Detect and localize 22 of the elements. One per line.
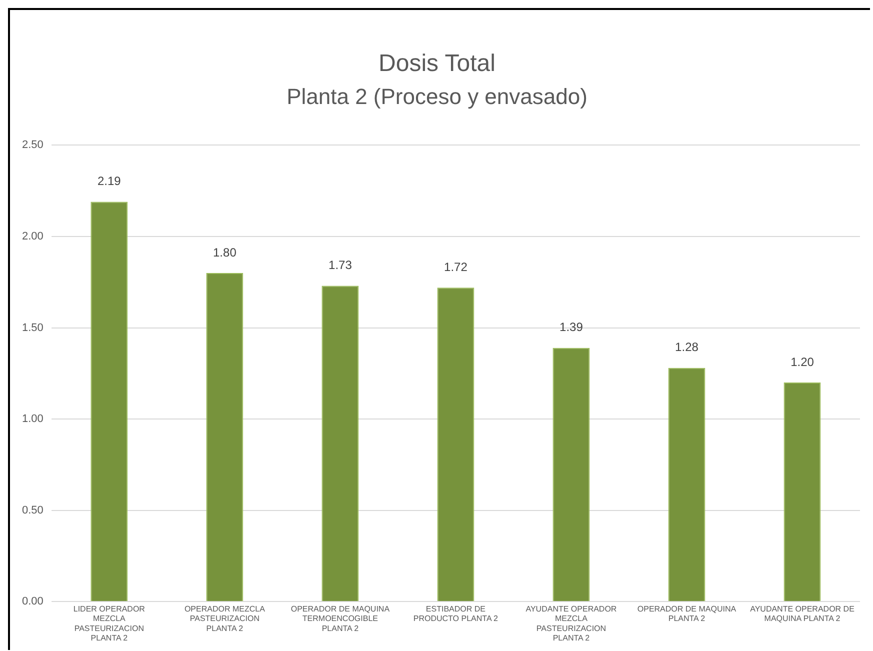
y-tick-label: 2.50	[22, 139, 44, 152]
chart-title: Dosis Total	[378, 50, 496, 78]
x-tick-label: LIDER OPERADOR MEZCLA PASTEURIZACION PLANTA 2	[73, 604, 146, 642]
x-tick-label: OPERADOR DE MAQUINA TERMOENCOGIBLE PLANTA 2	[290, 604, 390, 633]
y-tick-label: 0.00	[22, 596, 44, 608]
x-tick-label: AYUDANTE OPERADOR MEZCLA PASTEURIZACION PLANTA 2	[526, 604, 617, 642]
chart-subtitle: Planta 2 (Proceso y envasado)	[286, 84, 588, 110]
y-tick-label: 0.50	[22, 504, 44, 516]
x-tick-label: OPERADOR DE MAQUINA PLANTA 2	[637, 604, 737, 624]
y-tick-label: 1.50	[22, 322, 44, 334]
data-label: 1.72	[444, 260, 468, 274]
data-label: 1.80	[213, 245, 237, 260]
x-tick-label: AYUDANTE OPERADOR DE MAQUINA PLANTA 2	[750, 604, 854, 624]
y-tick-label: 1.00	[22, 413, 44, 426]
x-tick-label: ESTIBADOR DE PRODUCTO PLANTA 2	[413, 604, 499, 624]
data-label: 1.28	[675, 340, 699, 354]
y-tick-label: 2.00	[22, 230, 44, 243]
data-label: 1.73	[328, 258, 352, 272]
data-label: 1.39	[560, 320, 584, 334]
data-label: 2.19	[97, 174, 122, 188]
data-label: 1.20	[790, 354, 814, 369]
x-tick-label: OPERADOR MEZCLA PASTEURIZACION PLANTA 2	[184, 604, 266, 633]
